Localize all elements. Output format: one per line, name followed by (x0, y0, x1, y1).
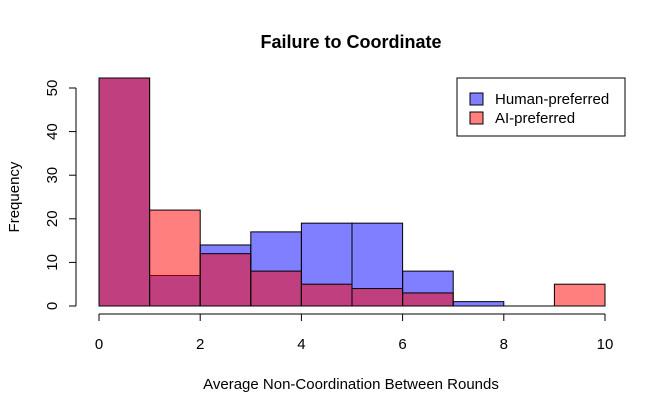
y-tick-label: 40 (44, 123, 61, 140)
x-tick-label: 10 (597, 336, 614, 353)
x-tick-label: 2 (196, 336, 204, 353)
bar-ai-preferred (553, 283, 606, 307)
x-tick-label: 6 (398, 336, 406, 353)
x-tick-label: 0 (95, 336, 103, 353)
bar-ai-preferred (199, 253, 252, 307)
y-tick-label: 50 (44, 80, 61, 97)
legend-swatch (469, 111, 484, 125)
legend: Human-preferred AI-preferred (456, 77, 626, 137)
chart-title: Failure to Coordinate (260, 32, 441, 52)
bar-ai-preferred (300, 283, 353, 307)
x-tick-label: 4 (297, 336, 305, 353)
y-tick-label: 30 (44, 167, 61, 184)
bars-group (98, 77, 606, 307)
y-tick-label: 0 (44, 302, 61, 310)
bar-ai-preferred (98, 77, 151, 307)
bar-ai-preferred (351, 288, 404, 307)
x-axis: 0 2 4 6 8 10 (95, 313, 614, 353)
legend-label: AI-preferred (495, 110, 575, 127)
x-axis-label: Average Non-Coordination Between Rounds (203, 376, 499, 393)
y-axis-label: Frequency (6, 161, 23, 232)
bar-ai-preferred (250, 270, 302, 307)
legend-swatch (469, 92, 484, 106)
legend-box (456, 77, 626, 137)
bar-human-preferred (452, 301, 505, 307)
bar-ai-preferred (149, 209, 201, 307)
legend-label: Human-preferred (495, 91, 609, 108)
x-tick-label: 8 (500, 336, 508, 353)
y-tick-label: 10 (44, 254, 61, 271)
bar-ai-preferred (402, 292, 454, 307)
y-tick-label: 20 (44, 210, 61, 227)
y-axis: 0 10 20 30 40 50 (44, 80, 77, 310)
